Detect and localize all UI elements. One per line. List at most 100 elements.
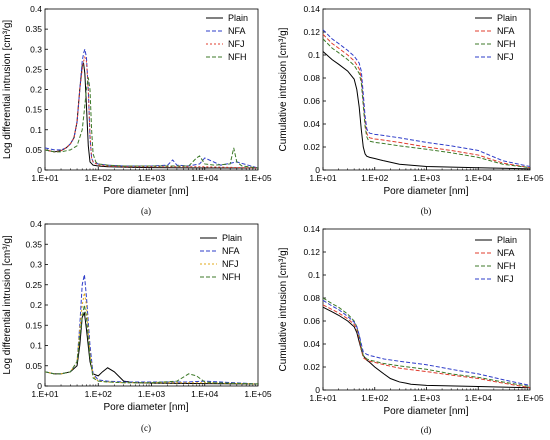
x-tick-label: 1.E+03 <box>413 393 440 403</box>
y-tick-label: 0.1 <box>308 50 320 60</box>
series-line-plain <box>44 61 258 169</box>
y-tick-label: 0.1 <box>30 341 42 351</box>
series-line-plain <box>44 311 259 385</box>
x-axis-label: Pore diameter [nm] <box>103 186 188 197</box>
y-tick-label: 0.2 <box>30 300 42 310</box>
x-tick-label: 1.E+01 <box>309 173 336 183</box>
y-tick-label: 0.04 <box>303 119 320 129</box>
x-tick-label: 1.E+05 <box>516 173 543 183</box>
panel-label: (a) <box>141 206 151 216</box>
y-tick-label: 0.25 <box>25 64 42 74</box>
y-tick-label: 0.14 <box>303 224 320 234</box>
series-line-nfh <box>44 304 259 385</box>
y-tick-label: 0.04 <box>303 339 320 349</box>
panel-1: 0 0.05 0.1 0.15 0.2 0.25 0.3 0.35 0.4 1.E+01 1.E+0… <box>2 4 272 216</box>
y-axis-label: Log differential intrusion [cm³/g] <box>2 235 13 375</box>
x-tick-label: 1.E+04 <box>191 173 218 183</box>
x-tick-label: 1.E+04 <box>191 389 218 399</box>
legend-label: NFH <box>497 261 516 271</box>
y-tick-label: 0.14 <box>303 4 320 14</box>
legend-label: NFJ <box>222 259 239 269</box>
y-tick-label: 0.35 <box>25 239 42 249</box>
legend-label: NFJ <box>228 39 245 49</box>
y-tick-label: 0.02 <box>303 142 320 152</box>
y-axis-label: Cumulative intrusion [cm³/g] <box>278 247 289 371</box>
legend-label: Plain <box>497 235 517 245</box>
y-tick-label: 0.12 <box>303 27 320 37</box>
x-tick-label: 1.E+04 <box>465 173 492 183</box>
y-tick-label: 0.2 <box>30 85 42 95</box>
y-tick-label: 0 <box>37 381 42 391</box>
y-tick-label: 0 <box>315 385 320 395</box>
panel-4: 0 0.02 0.04 0.06 0.08 0.1 0.12 0.14 1.E+01 1.E+02… <box>278 224 544 435</box>
series-line-nfh <box>322 297 531 388</box>
panel-label: (c) <box>141 423 151 433</box>
legend-label: Plain <box>228 13 248 23</box>
x-tick-label: 1.E+02 <box>85 173 112 183</box>
legend-label: NFA <box>222 246 240 256</box>
x-tick-label: 1.E+04 <box>465 393 492 403</box>
y-tick-label: 0.08 <box>303 73 320 83</box>
series-line-nfa <box>44 49 259 169</box>
panel-label: (b) <box>421 206 432 216</box>
y-tick-label: 0.15 <box>25 105 42 115</box>
x-tick-label: 1.E+05 <box>244 173 271 183</box>
y-tick-label: 0.3 <box>30 260 42 270</box>
series-line-nfh <box>322 38 531 169</box>
x-axis-label: Pore diameter [nm] <box>103 402 188 413</box>
y-tick-label: 0.3 <box>30 44 42 54</box>
y-axis-label: Log differential intrusion [cm³/g] <box>2 20 13 160</box>
x-tick-label: 1.E+03 <box>138 389 165 399</box>
x-tick-label: 1.E+01 <box>309 393 336 403</box>
legend-label: NFJ <box>497 274 514 284</box>
series-line-nfa <box>322 304 531 389</box>
series-line-nfa <box>322 33 531 169</box>
y-tick-label: 0.12 <box>303 247 320 257</box>
y-tick-label: 0.15 <box>25 320 42 330</box>
series-line-nfj <box>322 29 531 168</box>
x-axis-label: Pore diameter [nm] <box>383 186 468 197</box>
x-axis-label: Pore diameter [nm] <box>383 406 468 417</box>
y-tick-label: 0.35 <box>25 24 42 34</box>
y-tick-label: 0.06 <box>303 96 320 106</box>
x-tick-label: 1.E+02 <box>361 173 388 183</box>
series-line-nfj <box>44 55 259 169</box>
legend-label: NFH <box>222 272 241 282</box>
y-tick-label: 0.4 <box>30 219 42 229</box>
series-line-nfj <box>44 292 259 385</box>
y-tick-label: 0.05 <box>25 361 42 371</box>
y-tick-label: 0 <box>37 165 42 175</box>
x-tick-label: 1.E+01 <box>31 389 58 399</box>
x-tick-label: 1.E+03 <box>413 173 440 183</box>
x-tick-label: 1.E+03 <box>138 173 165 183</box>
panel-2: 0 0.02 0.04 0.06 0.08 0.1 0.12 0.14 1.E+01 1.E+02… <box>278 4 544 216</box>
y-tick-label: 0.25 <box>25 280 42 290</box>
series-line-nfj <box>322 299 531 386</box>
panel-label: (d) <box>421 425 432 435</box>
y-axis-label: Cumulative intrusion [cm³/g] <box>278 27 289 151</box>
series-line-nfh <box>44 77 259 169</box>
series-line-plain <box>322 51 531 170</box>
legend-label: NFH <box>497 39 516 49</box>
y-tick-label: 0.08 <box>303 293 320 303</box>
x-tick-label: 1.E+05 <box>516 393 543 403</box>
series-line-nfa <box>44 274 259 385</box>
legend-label: NFA <box>228 26 246 36</box>
legend-label: Plain <box>497 13 517 23</box>
x-tick-label: 1.E+05 <box>244 389 271 399</box>
series-line-plain <box>322 306 531 389</box>
y-tick-label: 0.05 <box>25 145 42 155</box>
legend-label: NFJ <box>497 52 514 62</box>
y-tick-label: 0 <box>315 165 320 175</box>
x-tick-label: 1.E+02 <box>85 389 112 399</box>
y-tick-label: 0.4 <box>30 4 42 14</box>
y-tick-label: 0.06 <box>303 316 320 326</box>
legend-label: Plain <box>222 233 242 243</box>
legend-label: NFA <box>497 26 515 36</box>
y-tick-label: 0.1 <box>30 125 42 135</box>
x-tick-label: 1.E+01 <box>31 173 58 183</box>
x-tick-label: 1.E+02 <box>361 393 388 403</box>
y-tick-label: 0.02 <box>303 362 320 372</box>
y-tick-label: 0.1 <box>308 270 320 280</box>
